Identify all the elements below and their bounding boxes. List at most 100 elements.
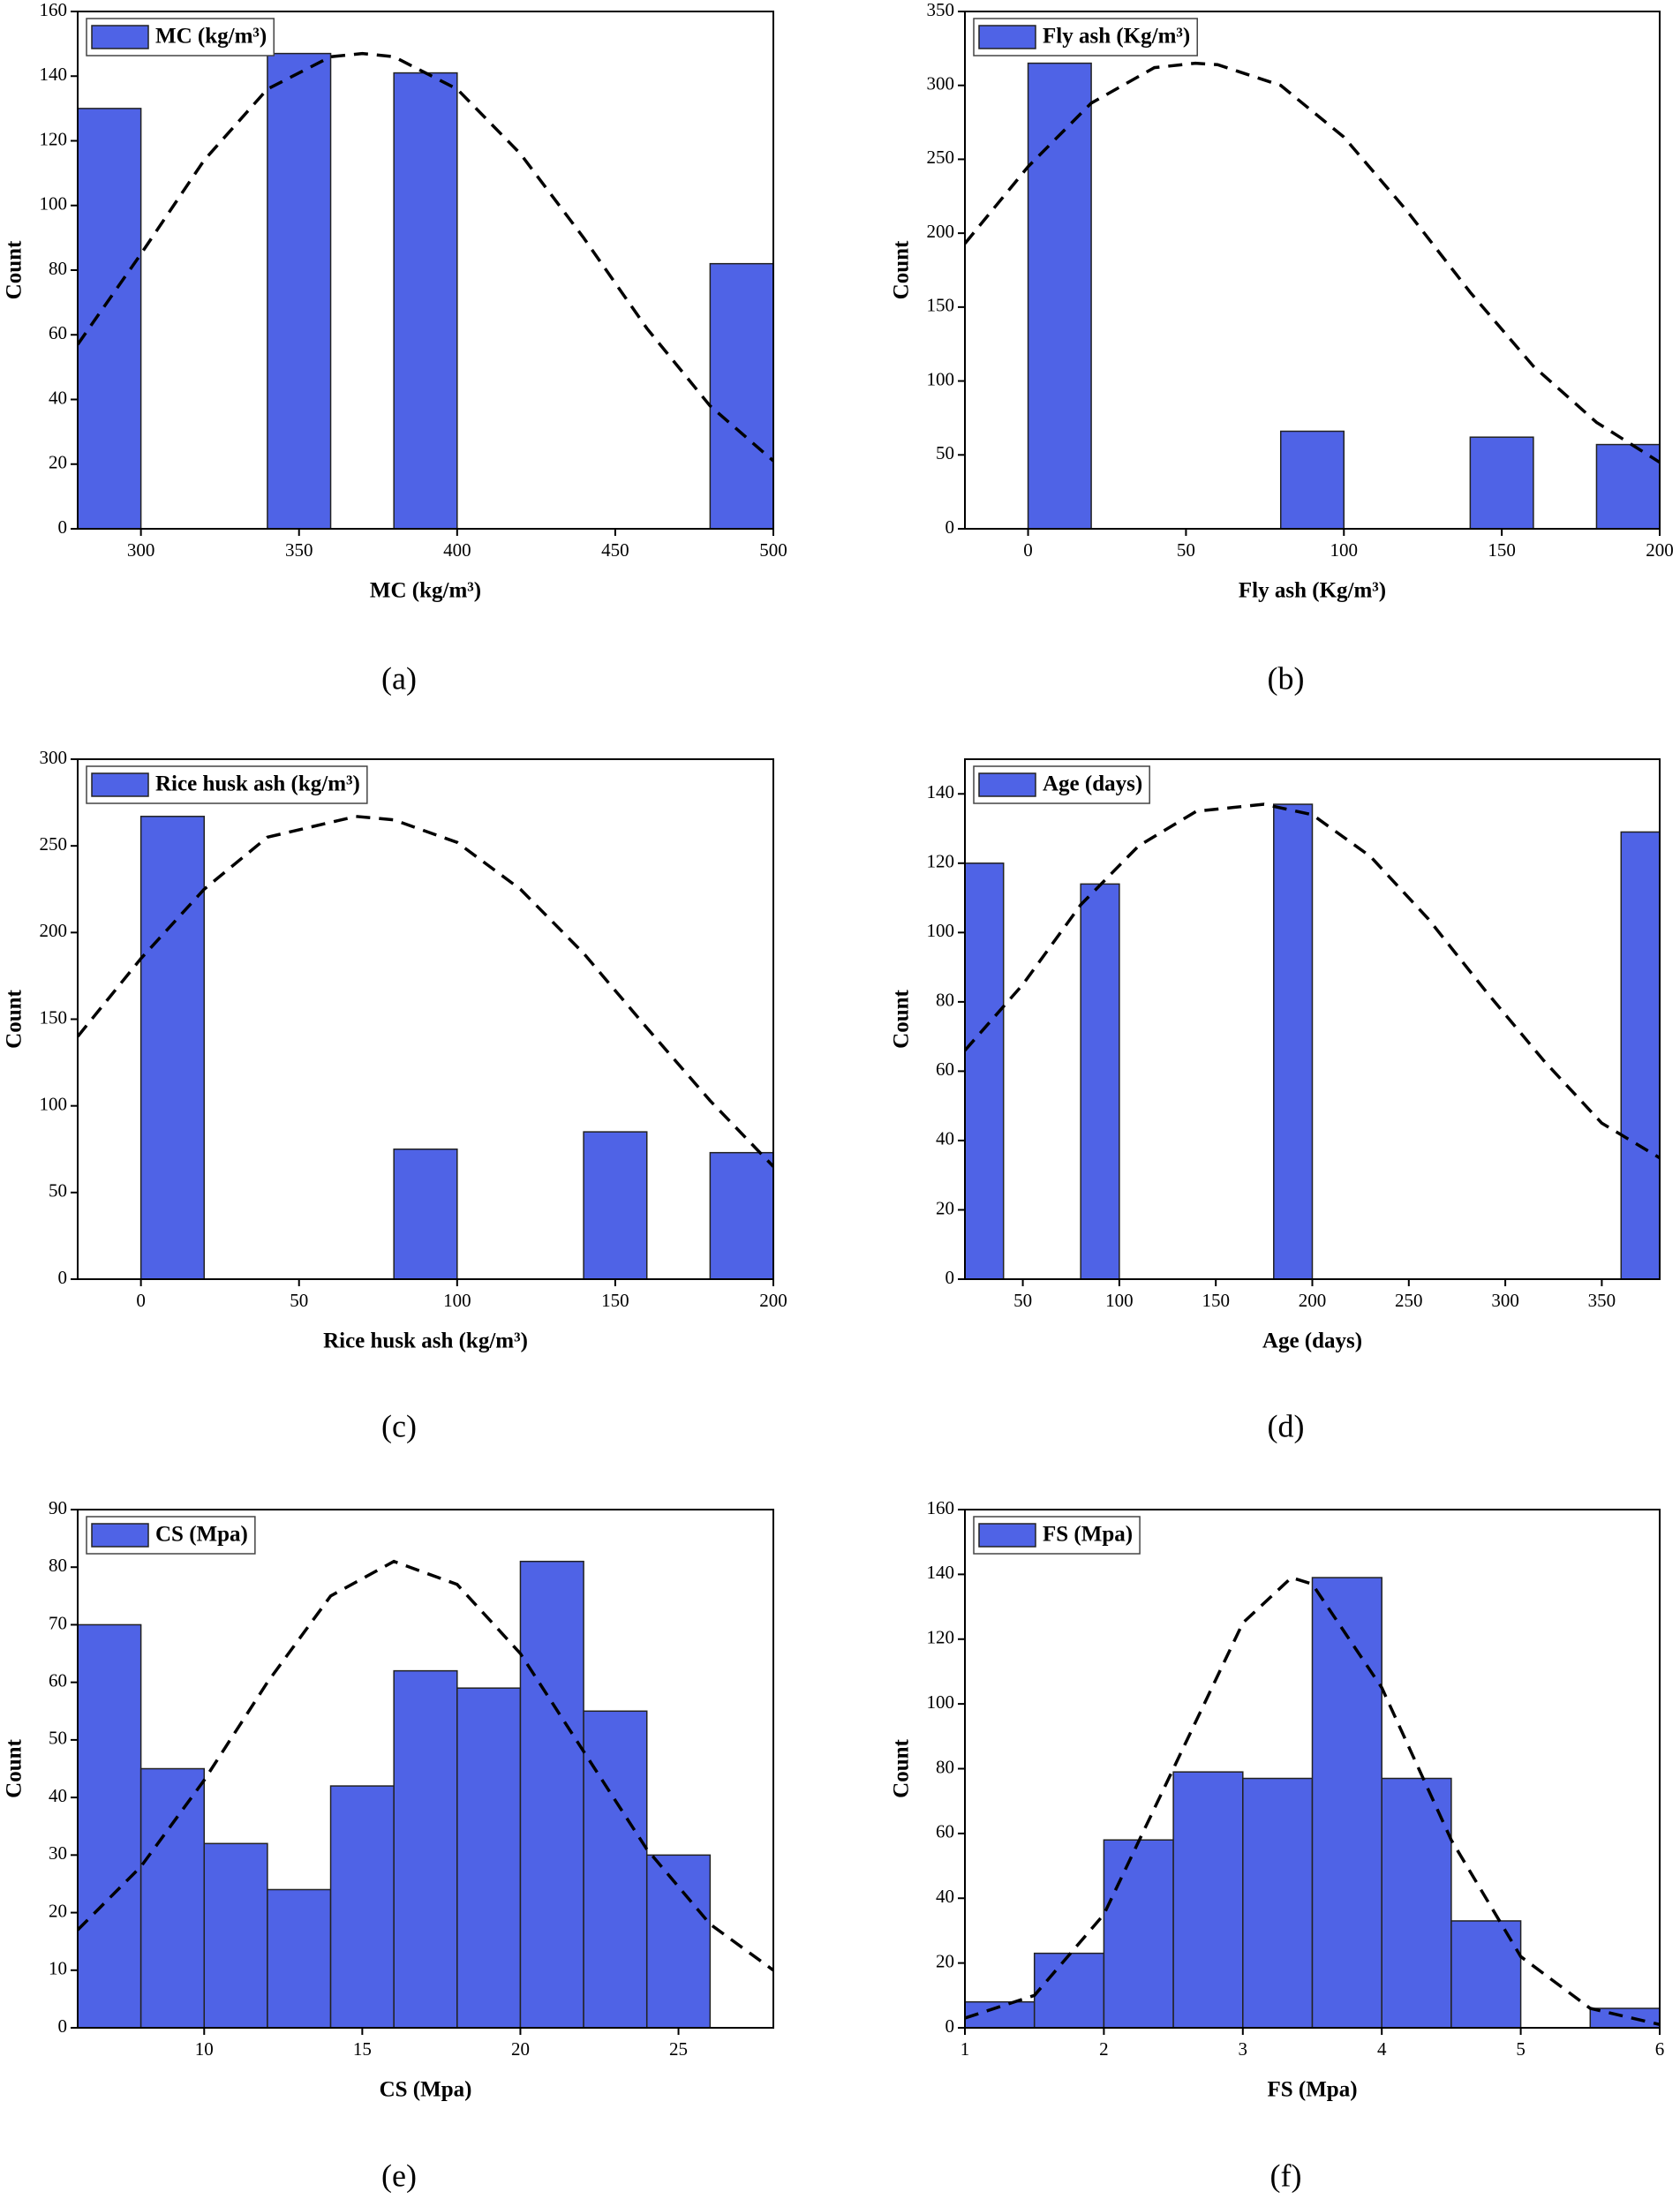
legend-label: Age (days) xyxy=(1043,772,1142,796)
caption: (b) xyxy=(1268,660,1305,696)
x-tick-label: 350 xyxy=(1588,1290,1616,1311)
bar xyxy=(1469,436,1534,529)
bar xyxy=(1242,1777,1314,2028)
y-tick-label: 30 xyxy=(49,1842,67,1864)
caption: (f) xyxy=(1270,2158,1302,2193)
y-axis-label: Count xyxy=(3,989,26,1048)
y-axis-label: Count xyxy=(890,240,914,299)
y-tick-label: 0 xyxy=(58,516,68,538)
plot-frame xyxy=(964,11,1661,530)
bar xyxy=(393,1149,458,1279)
y-tick-label: 350 xyxy=(927,0,955,20)
y-tick-label: 300 xyxy=(40,747,68,768)
y-axis-label: Count xyxy=(3,1738,26,1797)
y-tick-label: 50 xyxy=(49,1728,67,1749)
fit-curve xyxy=(965,1576,1660,2027)
plot-frame xyxy=(77,1509,774,2029)
bar xyxy=(1311,1577,1382,2028)
y-tick-label: 40 xyxy=(49,1785,67,1806)
y-tick-label: 0 xyxy=(58,2015,68,2037)
bar xyxy=(393,1669,458,2028)
y-tick-label: 120 xyxy=(40,128,68,149)
x-tick-label: 200 xyxy=(759,1290,787,1311)
bar xyxy=(1273,803,1314,1279)
x-tick-label: 100 xyxy=(1105,1290,1134,1311)
x-tick-label: 50 xyxy=(1013,1290,1032,1311)
y-tick-label: 20 xyxy=(936,1950,954,1971)
y-tick-label: 90 xyxy=(49,1497,67,1518)
x-axis-label: Age (days) xyxy=(1262,1329,1362,1353)
y-tick-label: 50 xyxy=(49,1180,67,1201)
fit-curve xyxy=(78,815,773,1168)
x-tick-label: 50 xyxy=(1177,539,1195,561)
y-tick-label: 200 xyxy=(927,221,955,242)
legend-label: MC (kg/m³) xyxy=(155,25,267,49)
bar xyxy=(203,1842,268,2028)
y-tick-label: 80 xyxy=(49,1555,67,1576)
x-axis-label: MC (kg/m³) xyxy=(370,579,481,603)
x-tick-label: 0 xyxy=(1023,539,1033,561)
x-tick-label: 3 xyxy=(1239,2038,1248,2060)
bar xyxy=(709,262,773,529)
x-tick-label: 25 xyxy=(669,2038,688,2060)
bar xyxy=(1080,883,1120,1279)
y-tick-label: 0 xyxy=(945,2015,955,2037)
legend-swatch xyxy=(91,25,149,49)
x-axis-label: CS (Mpa) xyxy=(380,2078,472,2102)
bar xyxy=(709,1151,773,1279)
y-tick-label: 160 xyxy=(927,1497,955,1518)
bar xyxy=(1620,831,1660,1279)
bar xyxy=(1027,62,1092,529)
x-tick-label: 150 xyxy=(1202,1290,1230,1311)
y-tick-label: 0 xyxy=(58,1267,68,1288)
y-tick-label: 40 xyxy=(936,1128,954,1149)
y-tick-label: 20 xyxy=(936,1197,954,1218)
x-tick-label: 6 xyxy=(1655,2038,1665,2060)
legend-label: CS (Mpa) xyxy=(155,1523,248,1547)
x-tick-label: 100 xyxy=(1330,539,1359,561)
x-tick-label: 200 xyxy=(1646,539,1674,561)
legend-swatch xyxy=(978,25,1036,49)
y-tick-label: 100 xyxy=(927,1691,955,1713)
y-tick-label: 100 xyxy=(40,1093,68,1114)
bar xyxy=(329,1785,395,2028)
x-tick-label: 100 xyxy=(443,1290,471,1311)
x-tick-label: 400 xyxy=(443,539,471,561)
x-tick-label: 150 xyxy=(1488,539,1516,561)
x-tick-label: 5 xyxy=(1516,2038,1526,2060)
y-tick-label: 20 xyxy=(49,1900,67,1921)
y-tick-label: 140 xyxy=(927,1562,955,1583)
y-tick-label: 100 xyxy=(927,920,955,941)
x-tick-label: 300 xyxy=(1491,1290,1519,1311)
bar xyxy=(1279,430,1345,529)
bar xyxy=(1033,1952,1105,2028)
y-tick-label: 80 xyxy=(936,990,954,1011)
bar xyxy=(645,1854,712,2028)
y-tick-label: 80 xyxy=(936,1756,954,1777)
x-tick-label: 300 xyxy=(127,539,155,561)
bar xyxy=(583,1710,648,2028)
fit-curve xyxy=(965,802,1660,1160)
legend-label: FS (Mpa) xyxy=(1043,1523,1133,1547)
caption: (a) xyxy=(381,660,417,696)
bar xyxy=(78,1623,142,2028)
x-tick-label: 10 xyxy=(195,2038,214,2060)
y-tick-label: 120 xyxy=(927,851,955,872)
y-tick-label: 100 xyxy=(40,193,68,215)
y-axis-label: Count xyxy=(3,240,26,299)
bar xyxy=(139,1767,206,2028)
fit-curve xyxy=(78,1559,773,1972)
y-tick-label: 40 xyxy=(936,1886,954,1907)
caption: (e) xyxy=(381,2158,417,2193)
bar xyxy=(267,52,332,529)
legend-label: Rice husk ash (kg/m³) xyxy=(155,772,360,796)
y-tick-label: 150 xyxy=(927,295,955,316)
bar xyxy=(393,72,458,529)
bar xyxy=(139,816,206,1279)
x-axis-label: FS (Mpa) xyxy=(1267,2078,1357,2102)
legend-swatch xyxy=(978,772,1036,797)
x-axis-label: Fly ash (Kg/m³) xyxy=(1239,579,1386,603)
x-tick-label: 450 xyxy=(601,539,629,561)
y-tick-label: 60 xyxy=(936,1821,954,1842)
